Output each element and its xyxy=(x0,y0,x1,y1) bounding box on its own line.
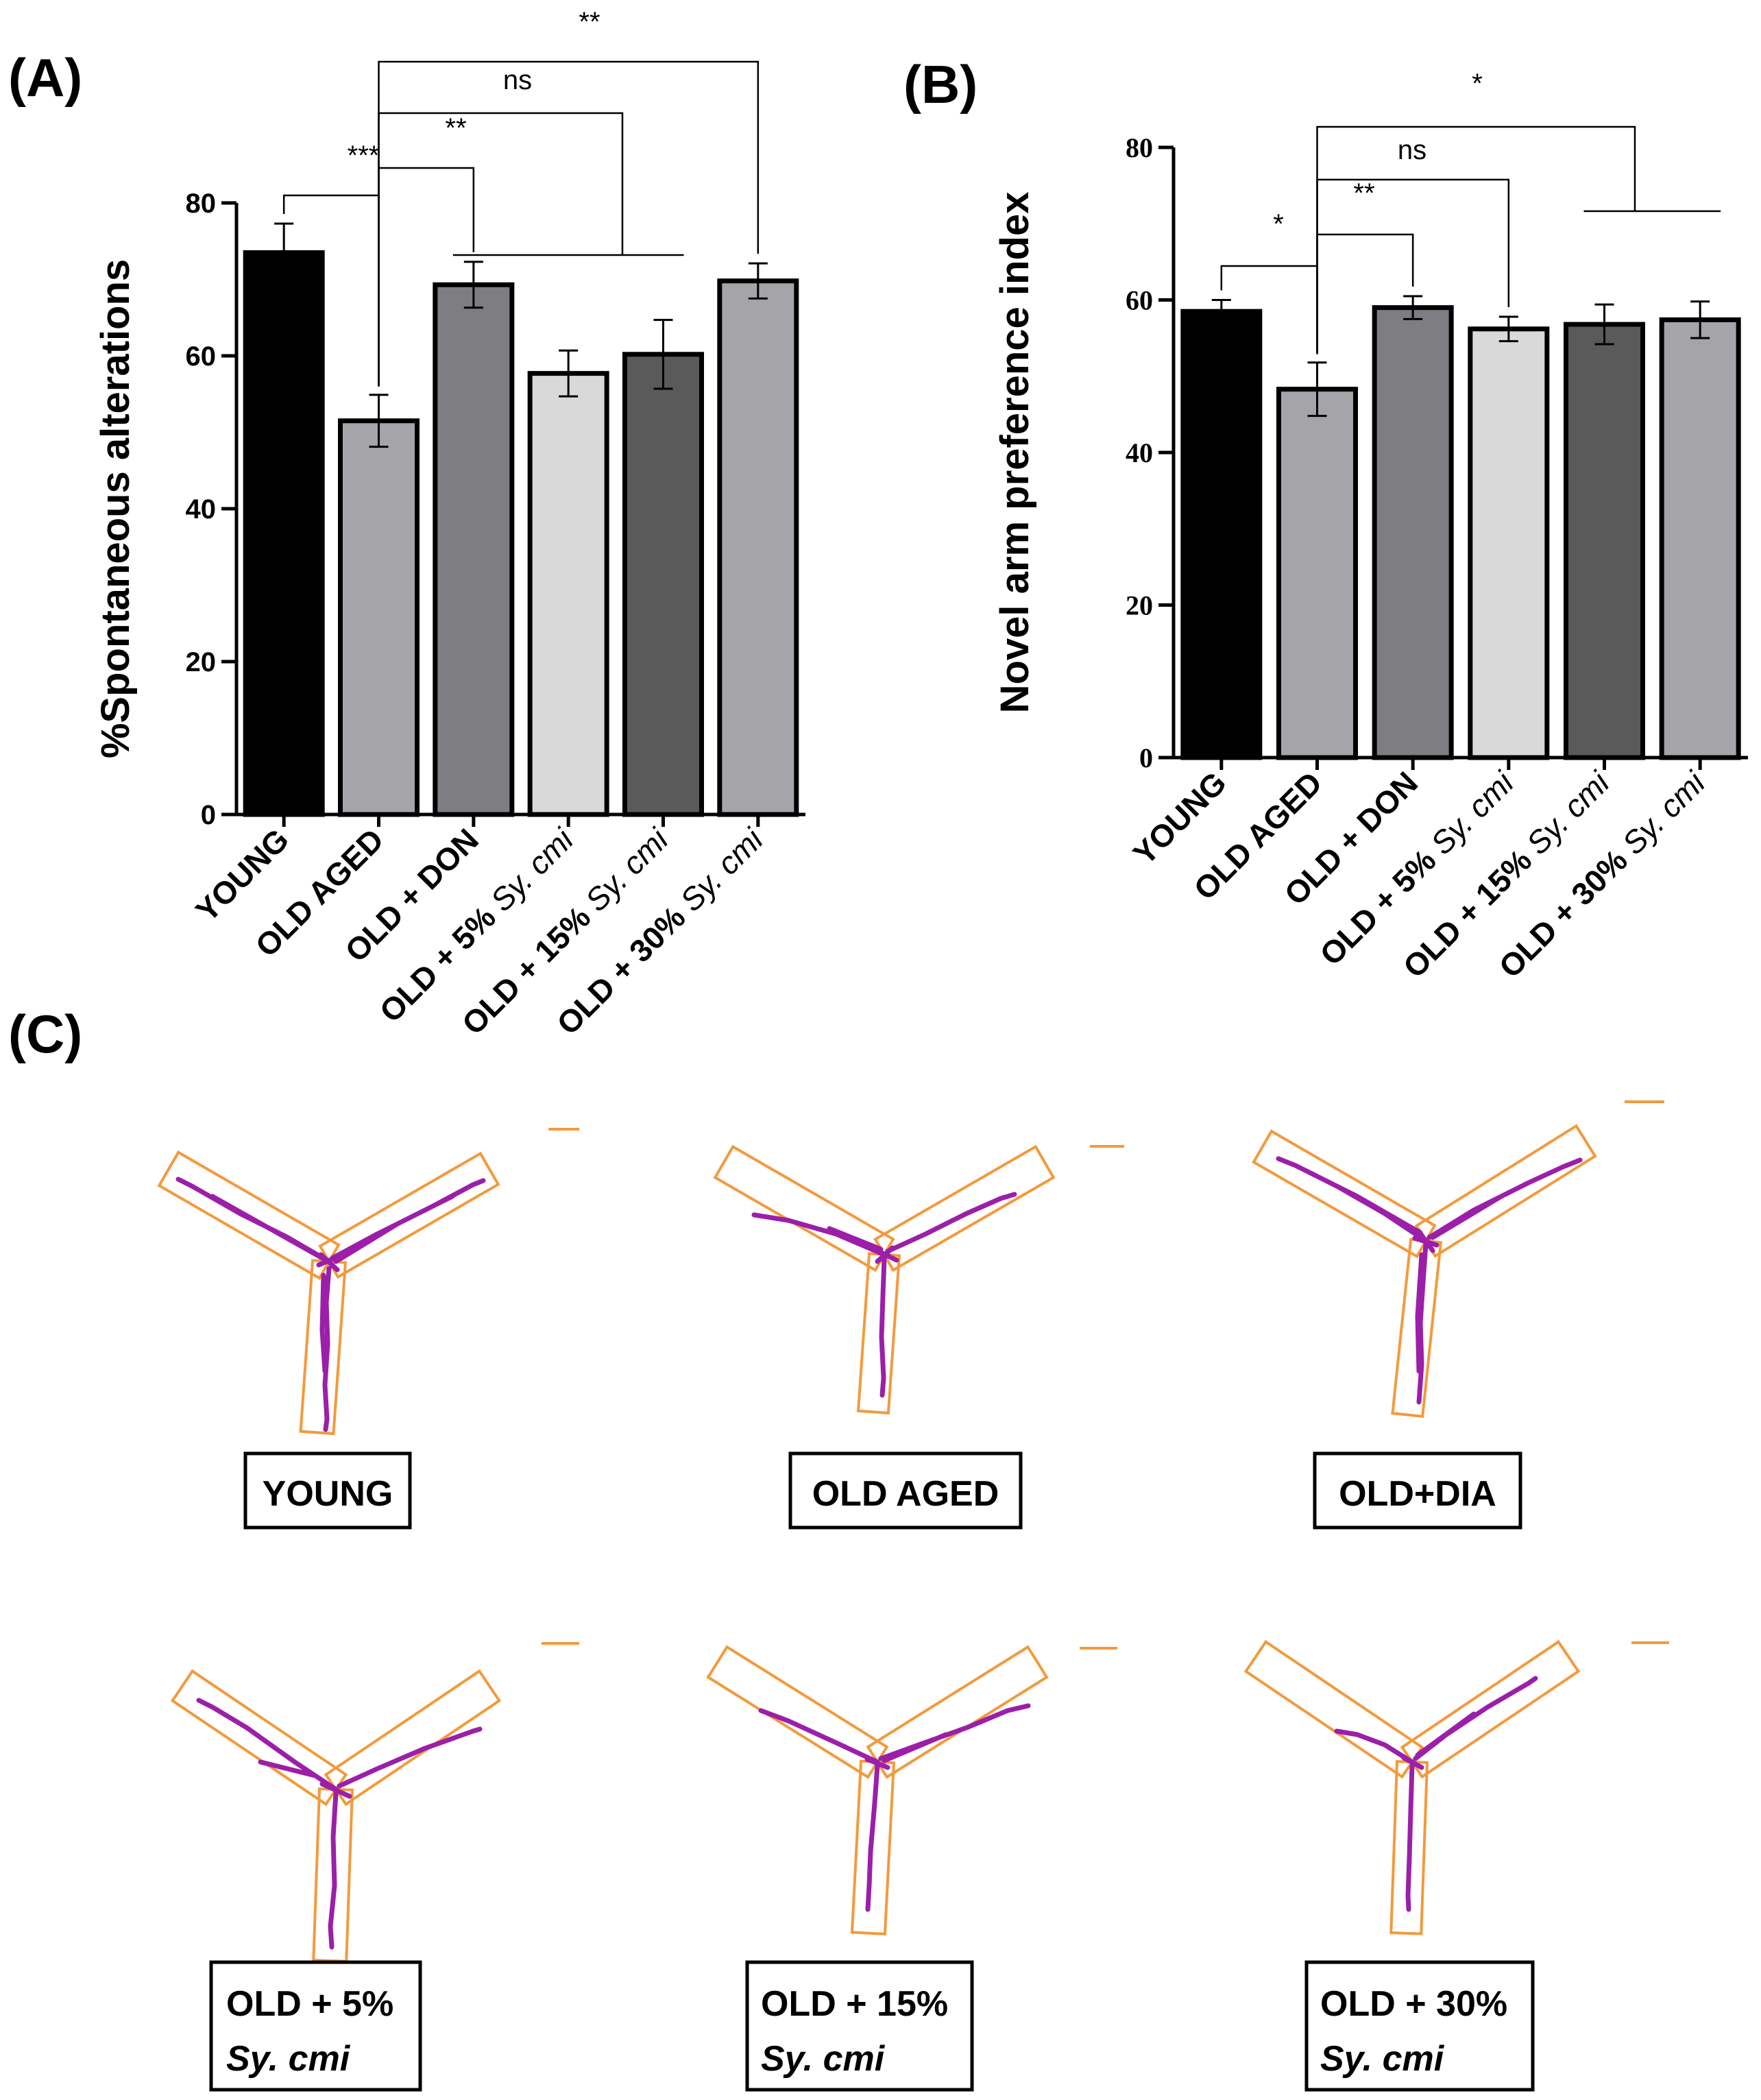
significance-label: *** xyxy=(348,141,380,171)
y-tick-label: 0 xyxy=(1139,743,1153,773)
significance-label: ns xyxy=(503,65,532,95)
caption-species: Sy. cmi xyxy=(1320,2039,1445,2079)
significance-bracket xyxy=(1316,125,1636,354)
caption-old-dia: OLD+DIA xyxy=(1313,1451,1522,1530)
y-maze-old-5 xyxy=(170,1642,579,1963)
scale-bar-icon xyxy=(1625,1100,1664,1103)
caption-old-15: OLD + 15% Sy. cmi xyxy=(745,1960,974,2092)
caption-species: Sy. cmi xyxy=(761,2039,886,2079)
bar xyxy=(1180,309,1263,760)
scale-bar-icon xyxy=(548,1128,579,1131)
caption-text: OLD + 5% xyxy=(226,1984,393,2024)
significance-label: ** xyxy=(1353,178,1374,208)
y-tick-label: 80 xyxy=(1126,132,1153,163)
y-axis-label: %Spontaneous alterations xyxy=(93,259,138,758)
track-path xyxy=(175,1176,486,1432)
bar xyxy=(433,282,515,817)
track-path xyxy=(1276,1156,1583,1405)
track-plots xyxy=(157,1100,1669,1963)
x-tick-label-species: Sy. cmi xyxy=(667,821,770,924)
y-tick-label: 40 xyxy=(1126,437,1153,468)
track-path xyxy=(758,1703,1031,1912)
y-maze-old-30 xyxy=(1243,1639,1669,1935)
bar xyxy=(1564,322,1645,760)
bar xyxy=(1276,387,1358,760)
y-tick-label: 0 xyxy=(201,800,216,830)
significance-label: ** xyxy=(579,7,600,37)
y-axis-label: Novel arm preference index xyxy=(993,192,1037,714)
panel-label-b: (B) xyxy=(903,54,977,114)
y-maze-old-dia xyxy=(1252,1100,1664,1419)
caption-text: OLD + 15% xyxy=(761,1984,948,2024)
track-path xyxy=(751,1192,1017,1398)
y-tick-label: 80 xyxy=(186,189,217,219)
y-tick-label: 20 xyxy=(186,647,217,677)
significance-label: ns xyxy=(1398,135,1426,165)
bar xyxy=(1372,305,1454,760)
bar xyxy=(622,352,704,817)
scale-bar-icon xyxy=(1631,1641,1669,1644)
y-maze-old-aged xyxy=(713,1144,1124,1415)
caption-old-5: OLD + 5% Sy. cmi xyxy=(209,1960,422,2092)
bar xyxy=(1468,326,1550,760)
caption-young: YOUNG xyxy=(243,1451,412,1530)
caption-text: OLD AGED xyxy=(812,1474,999,1514)
y-maze-old-15 xyxy=(706,1645,1117,1936)
significance-label: * xyxy=(1472,69,1483,99)
caption-old-aged: OLD AGED xyxy=(788,1451,1023,1530)
scale-bar-icon xyxy=(542,1642,579,1645)
bar xyxy=(338,418,420,817)
significance-label: * xyxy=(1273,209,1284,239)
y-maze-young xyxy=(157,1128,579,1436)
bar xyxy=(1659,317,1741,760)
scale-bar-icon xyxy=(1080,1647,1117,1650)
bar xyxy=(527,371,609,817)
caption-species: Sy. cmi xyxy=(226,2039,351,2079)
track-path xyxy=(196,1698,483,1950)
caption-text: YOUNG xyxy=(263,1474,393,1514)
caption-text: OLD+DIA xyxy=(1339,1474,1496,1514)
bar xyxy=(717,278,799,817)
y-tick-label: 60 xyxy=(186,341,217,372)
y-tick-label: 20 xyxy=(1126,590,1153,621)
bar xyxy=(243,250,325,817)
significance-bracket xyxy=(378,60,760,385)
panel-label-a: (A) xyxy=(8,47,82,108)
y-tick-label: 60 xyxy=(1126,285,1153,316)
y-tick-label: 40 xyxy=(186,494,217,524)
scale-bar-icon xyxy=(1090,1145,1124,1148)
caption-old-30: OLD + 30% Sy. cmi xyxy=(1304,1960,1535,2092)
panel-label-c: (C) xyxy=(8,1004,82,1064)
significance-label: ** xyxy=(445,113,466,143)
x-tick-label-species: Sy. cmi xyxy=(1609,764,1712,867)
track-path xyxy=(1334,1676,1538,1912)
caption-text: OLD + 30% xyxy=(1320,1984,1507,2024)
